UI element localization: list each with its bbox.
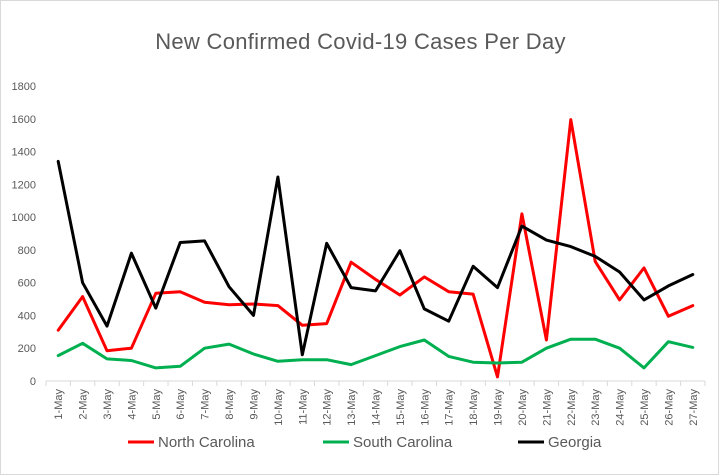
series-line-south-carolina: [56, 337, 695, 370]
x-tick-label: 15-May: [395, 389, 407, 426]
x-tick-label: 25-May: [639, 389, 651, 426]
y-tick-label: 1200: [12, 179, 36, 191]
y-tick-label: 1000: [12, 212, 36, 224]
x-tick-label: 5-May: [151, 389, 163, 420]
legend-label-georgia: Georgia: [548, 434, 602, 451]
x-tick-label: 2-May: [78, 389, 90, 420]
y-tick-label: 200: [18, 343, 36, 355]
y-tick-label: 1600: [12, 114, 36, 126]
x-tick-label: 11-May: [297, 389, 309, 425]
x-tick-label: 17-May: [444, 389, 456, 426]
x-tick-label: 18-May: [468, 389, 480, 426]
series-line-north-carolina: [56, 118, 695, 379]
x-tick-label: 24-May: [615, 389, 627, 426]
y-tick-label: 800: [18, 245, 36, 257]
y-tick-label: 0: [30, 376, 36, 388]
x-tick-label: 3-May: [102, 389, 114, 420]
x-tick-label: 6-May: [175, 389, 187, 420]
x-tick-label: 14-May: [371, 389, 383, 426]
y-tick-label: 400: [18, 310, 36, 322]
x-tick-label: 1-May: [53, 389, 65, 420]
x-tick-label: 8-May: [224, 389, 236, 420]
x-tick-label: 20-May: [517, 389, 529, 426]
x-tick-label: 10-May: [273, 389, 285, 426]
x-tick-label: 19-May: [493, 389, 505, 426]
x-tick-label: 27-May: [688, 389, 700, 426]
x-tick-label: 26-May: [663, 389, 675, 426]
x-tick-label: 22-May: [566, 389, 578, 426]
x-tick-label: 21-May: [541, 389, 553, 426]
x-tick-label: 12-May: [322, 389, 334, 426]
x-tick-label: 9-May: [248, 389, 260, 420]
x-tick-label: 23-May: [590, 389, 602, 426]
x-tick-label: 4-May: [126, 389, 138, 420]
y-tick-label: 1400: [12, 147, 36, 159]
x-tick-label: 7-May: [200, 389, 212, 420]
chart-title: New Confirmed Covid-19 Cases Per Day: [155, 29, 566, 54]
x-tick-label: 16-May: [419, 389, 431, 426]
legend-label-north-carolina: North Carolina: [158, 434, 255, 451]
legend-label-south-carolina: South Carolina: [353, 434, 453, 451]
x-tick-label: 13-May: [346, 389, 358, 426]
y-tick-label: 1800: [12, 81, 36, 93]
y-tick-label: 600: [18, 278, 36, 290]
series-line-georgia: [56, 159, 695, 357]
